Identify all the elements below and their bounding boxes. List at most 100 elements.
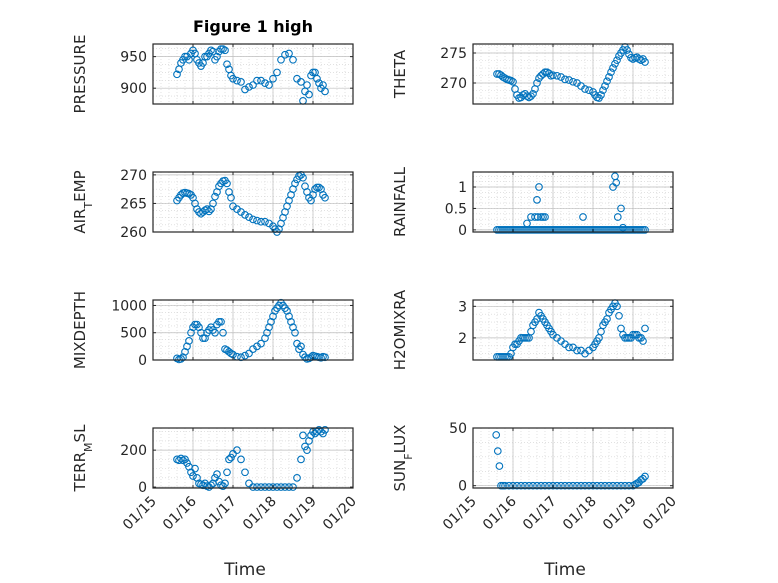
data-point — [603, 226, 611, 234]
data-point — [245, 83, 253, 91]
data-point — [531, 213, 539, 221]
data-point — [319, 429, 327, 438]
y-tick-label: 3 — [458, 299, 467, 315]
y-tick-label: 1 — [458, 180, 467, 196]
data-point — [579, 226, 587, 234]
data-point — [269, 74, 277, 83]
plot-area — [473, 172, 673, 232]
data-point — [549, 71, 557, 80]
data-point — [565, 76, 573, 84]
axes-box — [472, 427, 674, 489]
data-point — [321, 425, 329, 434]
data-point — [221, 479, 229, 488]
data-point — [241, 211, 249, 219]
data-point — [595, 226, 603, 234]
y-tick-label: 270 — [120, 168, 147, 184]
data-point — [557, 226, 565, 234]
x-axis-label: Time — [543, 560, 586, 580]
data-point — [525, 481, 533, 490]
axes-box — [472, 171, 674, 233]
data-point — [511, 226, 519, 234]
data-point — [549, 226, 557, 234]
y-tick-label: 0 — [458, 479, 467, 495]
data-point — [223, 179, 231, 188]
data-point — [619, 226, 627, 234]
data-point — [597, 226, 605, 234]
data-point — [573, 481, 581, 490]
data-point — [517, 226, 525, 234]
chart-panel-4: 0 0.5 1 RAINFALL — [391, 166, 674, 239]
data-point — [241, 468, 249, 477]
data-point — [217, 45, 225, 53]
data-point — [303, 81, 311, 89]
data-point — [315, 79, 323, 88]
data-point — [492, 431, 501, 439]
data-point — [627, 53, 635, 62]
data-point — [309, 68, 317, 77]
chart-panel-6: 2 3 H2OMIXRA — [391, 289, 674, 370]
data-point — [517, 334, 525, 342]
data-point — [509, 226, 517, 234]
y-tick-label: 275 — [440, 46, 467, 62]
data-point — [223, 468, 231, 477]
data-point — [641, 324, 649, 333]
data-point — [569, 481, 577, 490]
data-point — [581, 226, 589, 234]
data-point — [551, 226, 559, 234]
data-point — [569, 77, 577, 86]
data-point — [265, 483, 273, 491]
data-point — [589, 481, 597, 490]
data-point — [215, 317, 223, 326]
data-point — [237, 455, 245, 464]
data-point — [555, 226, 563, 234]
data-point — [189, 472, 197, 480]
x-axis-label: Time — [223, 560, 266, 580]
data-point — [591, 226, 599, 234]
data-point — [623, 46, 631, 54]
data-point — [493, 70, 501, 78]
data-point — [513, 226, 521, 234]
data-point — [575, 226, 583, 234]
data-point — [257, 76, 265, 85]
plot-area — [153, 300, 353, 360]
data-point — [509, 77, 517, 86]
data-point — [635, 55, 643, 63]
axes-box — [152, 171, 354, 233]
data-point — [629, 226, 637, 234]
data-point — [603, 77, 611, 86]
data-point — [612, 178, 621, 187]
data-point — [543, 226, 551, 234]
data-point — [261, 79, 269, 88]
data-point — [629, 330, 637, 339]
y-tick-label: 200 — [120, 443, 147, 459]
y-axis-label: AIRTEMP — [71, 170, 95, 233]
data-point — [547, 226, 555, 234]
data-point — [593, 226, 601, 234]
data-point — [537, 226, 545, 234]
data-point — [637, 56, 645, 65]
data-point — [253, 76, 261, 85]
data-point — [601, 481, 609, 490]
data-point — [565, 343, 573, 352]
plot-area — [153, 44, 353, 104]
data-point — [227, 453, 235, 462]
data-point — [541, 481, 549, 490]
data-point — [621, 226, 629, 234]
y-tick-label: 0.5 — [445, 201, 467, 217]
data-point — [573, 346, 581, 355]
data-point — [313, 74, 321, 83]
data-point — [615, 226, 623, 234]
data-point — [297, 455, 305, 464]
data-point — [313, 183, 321, 192]
y-axis-label: PRESSURE — [71, 35, 89, 114]
data-point — [587, 226, 595, 234]
data-point — [499, 73, 507, 81]
data-point — [533, 196, 541, 204]
data-point — [213, 52, 221, 61]
data-point — [537, 481, 545, 490]
data-point — [561, 226, 569, 234]
data-point — [529, 226, 537, 234]
data-point — [505, 481, 513, 490]
data-point — [573, 226, 581, 234]
